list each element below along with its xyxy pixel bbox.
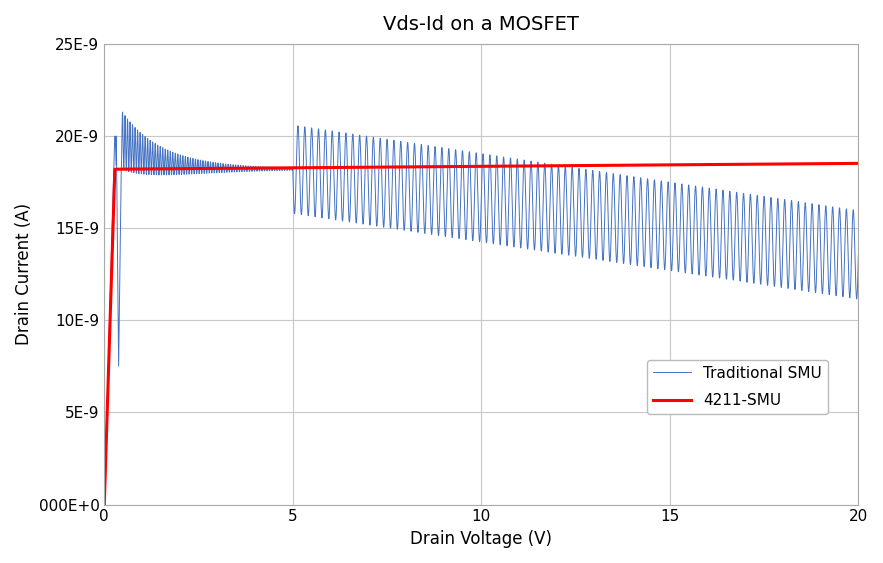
Y-axis label: Drain Current (A): Drain Current (A)	[15, 203, 33, 345]
Traditional SMU	[658, 239, 668, 245]
4211-SMU	[853, 160, 864, 167]
Traditional SMU	[137, 137, 147, 144]
4211-SMU	[551, 162, 562, 169]
4211-SMU	[661, 162, 672, 168]
Traditional SMU	[578, 236, 589, 243]
Traditional SMU	[698, 210, 709, 217]
Title: Vds-Id on a MOSFET: Vds-Id on a MOSFET	[383, 15, 579, 34]
Legend: Traditional SMU, 4211-SMU: Traditional SMU, 4211-SMU	[646, 360, 828, 414]
4211-SMU	[589, 162, 600, 169]
Traditional SMU	[117, 109, 128, 115]
Line: Traditional SMU: Traditional SMU	[104, 112, 858, 504]
Traditional SMU	[546, 178, 556, 185]
Traditional SMU	[99, 501, 109, 508]
4211-SMU	[719, 161, 729, 168]
4211-SMU	[236, 165, 246, 172]
4211-SMU	[99, 501, 109, 508]
Traditional SMU	[372, 216, 382, 223]
Line: 4211-SMU: 4211-SMU	[104, 163, 858, 504]
4211-SMU	[387, 164, 397, 171]
Traditional SMU	[853, 252, 864, 258]
X-axis label: Drain Voltage (V): Drain Voltage (V)	[411, 530, 553, 548]
